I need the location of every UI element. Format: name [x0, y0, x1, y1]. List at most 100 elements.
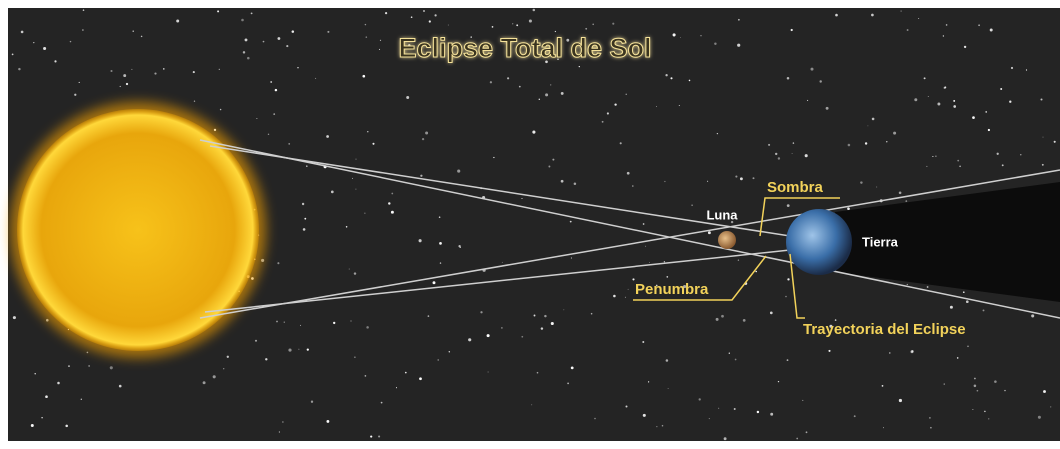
- star: [571, 258, 572, 259]
- star: [972, 409, 973, 410]
- star: [978, 24, 980, 26]
- star: [594, 418, 596, 420]
- star: [34, 373, 35, 374]
- star: [626, 94, 627, 95]
- star: [664, 181, 665, 182]
- star: [738, 19, 740, 21]
- star: [354, 357, 355, 358]
- star: [219, 69, 220, 70]
- star: [930, 427, 932, 429]
- star: [331, 191, 334, 194]
- star: [120, 86, 121, 87]
- star: [1054, 141, 1056, 143]
- star: [642, 341, 644, 343]
- star: [729, 353, 730, 354]
- star: [1043, 390, 1046, 393]
- diagram: Eclipse Total de Sol Eclipse Total de So…: [0, 0, 1060, 449]
- star: [370, 436, 372, 438]
- star: [350, 320, 351, 321]
- star: [194, 101, 195, 102]
- star: [988, 129, 990, 131]
- star: [997, 153, 999, 155]
- star: [990, 29, 993, 32]
- star: [307, 348, 309, 350]
- star: [419, 239, 422, 242]
- star: [311, 401, 313, 403]
- star: [428, 315, 430, 317]
- star: [529, 19, 532, 22]
- star: [670, 77, 672, 79]
- star: [927, 286, 929, 288]
- star: [876, 187, 877, 188]
- star: [1031, 314, 1034, 317]
- star: [532, 131, 535, 134]
- star: [828, 350, 830, 352]
- star: [87, 352, 89, 354]
- star: [176, 20, 179, 23]
- star: [537, 372, 539, 374]
- star: [501, 327, 503, 329]
- star: [356, 159, 357, 160]
- star: [133, 31, 134, 32]
- star: [662, 425, 664, 427]
- star: [886, 141, 887, 142]
- star: [297, 67, 298, 68]
- star: [570, 221, 572, 223]
- star: [734, 408, 736, 410]
- star: [284, 322, 285, 323]
- star: [493, 157, 494, 158]
- star: [625, 297, 626, 298]
- star: [349, 269, 350, 270]
- star: [154, 73, 156, 75]
- star: [984, 411, 986, 413]
- star: [243, 51, 245, 53]
- star: [785, 296, 787, 298]
- star: [787, 204, 790, 207]
- star: [768, 144, 770, 146]
- star: [792, 153, 793, 154]
- star: [963, 291, 965, 293]
- star: [718, 408, 719, 409]
- star: [255, 340, 257, 342]
- star: [740, 177, 743, 180]
- star: [911, 350, 913, 352]
- star: [326, 420, 329, 423]
- star: [57, 382, 60, 385]
- star: [627, 172, 630, 175]
- star: [437, 359, 438, 360]
- star: [1011, 67, 1013, 69]
- page: Eclipse Total de Sol Eclipse Total de So…: [0, 0, 1060, 449]
- star: [439, 242, 442, 245]
- star: [378, 435, 380, 437]
- star: [977, 390, 979, 392]
- star: [302, 203, 304, 205]
- star: [434, 14, 436, 16]
- star: [648, 381, 649, 382]
- star: [707, 181, 708, 182]
- star: [420, 175, 422, 177]
- star: [247, 57, 250, 60]
- star: [82, 29, 84, 31]
- star: [1004, 390, 1005, 391]
- star: [953, 100, 955, 102]
- star: [985, 111, 987, 113]
- star: [935, 156, 936, 157]
- star: [366, 36, 368, 38]
- star: [545, 93, 548, 96]
- star: [826, 107, 829, 110]
- star: [937, 103, 940, 106]
- star: [270, 81, 272, 83]
- star: [83, 9, 85, 11]
- star: [381, 402, 383, 404]
- star: [901, 11, 902, 12]
- star: [448, 25, 449, 26]
- star: [131, 69, 132, 70]
- star: [354, 272, 356, 274]
- star: [974, 378, 976, 380]
- star: [439, 216, 441, 218]
- star: [429, 20, 431, 22]
- star: [223, 368, 224, 369]
- star: [579, 66, 580, 67]
- star: [907, 284, 908, 285]
- star: [905, 200, 907, 202]
